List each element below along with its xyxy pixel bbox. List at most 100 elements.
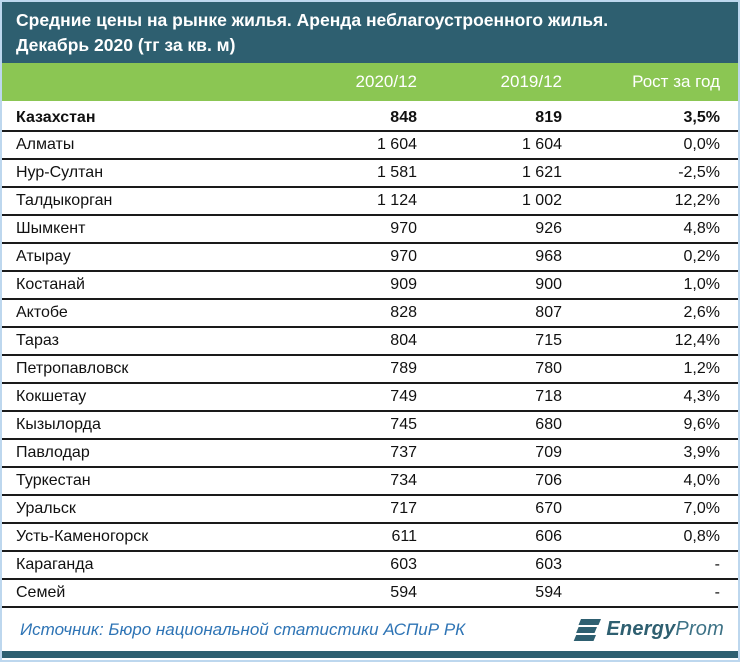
growth-cell: 12,4% [562, 327, 738, 356]
table-row: Петропавловск 789 780 1,2% [2, 355, 738, 384]
value-2020-cell: 611 [284, 523, 417, 552]
table-row: Актобе 828 807 2,6% [2, 299, 738, 328]
region-cell: Казахстан [2, 103, 284, 132]
logo-text-bold: Energy [606, 618, 676, 640]
region-cell: Караганда [2, 551, 284, 580]
growth-cell: 1,2% [562, 355, 738, 384]
growth-cell: 4,3% [562, 383, 738, 412]
value-2019-cell: 968 [417, 243, 562, 272]
table-header: 2020/12 2019/12 Рост за год [2, 63, 738, 105]
table-row: Кокшетау 749 718 4,3% [2, 383, 738, 412]
growth-cell: 3,5% [562, 103, 738, 132]
source-note: Источник: Бюро национальной статистики А… [20, 619, 466, 639]
region-cell: Тараз [2, 327, 284, 356]
energyprom-logo-icon [574, 618, 602, 641]
table-row: Талдыкорган 1 124 1 002 12,2% [2, 187, 738, 216]
growth-cell: - [562, 579, 738, 608]
growth-cell: -2,5% [562, 159, 738, 188]
value-2019-cell: 807 [417, 299, 562, 328]
table-row: Уральск 717 670 7,0% [2, 495, 738, 524]
growth-cell: 4,8% [562, 215, 738, 244]
table-row: Костанай 909 900 1,0% [2, 271, 738, 300]
value-2020-cell: 594 [284, 579, 417, 608]
column-header-2020-12: 2020/12 [284, 63, 417, 105]
value-2020-cell: 1 124 [284, 187, 417, 216]
growth-cell: 0,0% [562, 131, 738, 160]
energyprom-logo-text: EnergyProm [606, 618, 724, 641]
region-cell: Алматы [2, 131, 284, 160]
value-2019-cell: 718 [417, 383, 562, 412]
page-title-line1: Средние цены на рынке жилья. Аренда небл… [16, 10, 609, 30]
region-cell: Уральск [2, 495, 284, 524]
table-header-row: 2020/12 2019/12 Рост за год [2, 63, 738, 105]
value-2020-cell: 828 [284, 299, 417, 328]
value-2019-cell: 780 [417, 355, 562, 384]
region-cell: Талдыкорган [2, 187, 284, 216]
value-2019-cell: 680 [417, 411, 562, 440]
growth-cell: 0,8% [562, 523, 738, 552]
growth-cell: 9,6% [562, 411, 738, 440]
region-cell: Актобе [2, 299, 284, 328]
value-2019-cell: 1 002 [417, 187, 562, 216]
value-2020-cell: 717 [284, 495, 417, 524]
growth-cell: 4,0% [562, 467, 738, 496]
region-cell: Павлодар [2, 439, 284, 468]
table-row: Семей 594 594 - [2, 579, 738, 608]
region-cell: Кызылорда [2, 411, 284, 440]
page-title-line2: Декабрь 2020 (тг за кв. м) [16, 35, 236, 55]
region-cell: Нур-Султан [2, 159, 284, 188]
value-2020-cell: 603 [284, 551, 417, 580]
prices-table: 2020/12 2019/12 Рост за год Казахстан 84… [2, 63, 738, 608]
region-cell: Шымкент [2, 215, 284, 244]
value-2020-cell: 749 [284, 383, 417, 412]
growth-cell: 0,2% [562, 243, 738, 272]
value-2020-cell: 848 [284, 103, 417, 132]
value-2019-cell: 606 [417, 523, 562, 552]
value-2019-cell: 706 [417, 467, 562, 496]
growth-cell: - [562, 551, 738, 580]
value-2019-cell: 900 [417, 271, 562, 300]
column-header-growth: Рост за год [562, 63, 738, 105]
table-row: Туркестан 734 706 4,0% [2, 467, 738, 496]
value-2020-cell: 804 [284, 327, 417, 356]
footer: Источник: Бюро национальной статистики А… [2, 608, 738, 651]
table-row: Алматы 1 604 1 604 0,0% [2, 131, 738, 160]
table-row: Усть-Каменогорск 611 606 0,8% [2, 523, 738, 552]
growth-cell: 3,9% [562, 439, 738, 468]
table-row: Кызылорда 745 680 9,6% [2, 411, 738, 440]
column-header-2019-12: 2019/12 [417, 63, 562, 105]
table-row: Нур-Султан 1 581 1 621 -2,5% [2, 159, 738, 188]
region-cell: Кокшетау [2, 383, 284, 412]
logo-text-light: Prom [675, 618, 724, 640]
value-2020-cell: 909 [284, 271, 417, 300]
value-2019-cell: 709 [417, 439, 562, 468]
title-band: Средние цены на рынке жилья. Аренда небл… [2, 2, 738, 63]
value-2020-cell: 745 [284, 411, 417, 440]
table-row: Атырау 970 968 0,2% [2, 243, 738, 272]
table-body: Казахстан 848 819 3,5% Алматы 1 604 1 60… [2, 103, 738, 608]
value-2019-cell: 594 [417, 579, 562, 608]
table-row: Тараз 804 715 12,4% [2, 327, 738, 356]
value-2019-cell: 603 [417, 551, 562, 580]
value-2020-cell: 970 [284, 243, 417, 272]
value-2019-cell: 1 621 [417, 159, 562, 188]
region-cell: Петропавловск [2, 355, 284, 384]
growth-cell: 2,6% [562, 299, 738, 328]
region-cell: Семей [2, 579, 284, 608]
column-header-region [2, 63, 284, 105]
table-row: Шымкент 970 926 4,8% [2, 215, 738, 244]
value-2020-cell: 789 [284, 355, 417, 384]
value-2019-cell: 715 [417, 327, 562, 356]
region-cell: Усть-Каменогорск [2, 523, 284, 552]
value-2020-cell: 1 581 [284, 159, 417, 188]
value-2020-cell: 970 [284, 215, 417, 244]
growth-cell: 7,0% [562, 495, 738, 524]
region-cell: Туркестан [2, 467, 284, 496]
value-2019-cell: 926 [417, 215, 562, 244]
table-row: Павлодар 737 709 3,9% [2, 439, 738, 468]
growth-cell: 1,0% [562, 271, 738, 300]
value-2019-cell: 819 [417, 103, 562, 132]
table-row: Казахстан 848 819 3,5% [2, 103, 738, 132]
energyprom-logo: EnergyProm [571, 618, 724, 642]
